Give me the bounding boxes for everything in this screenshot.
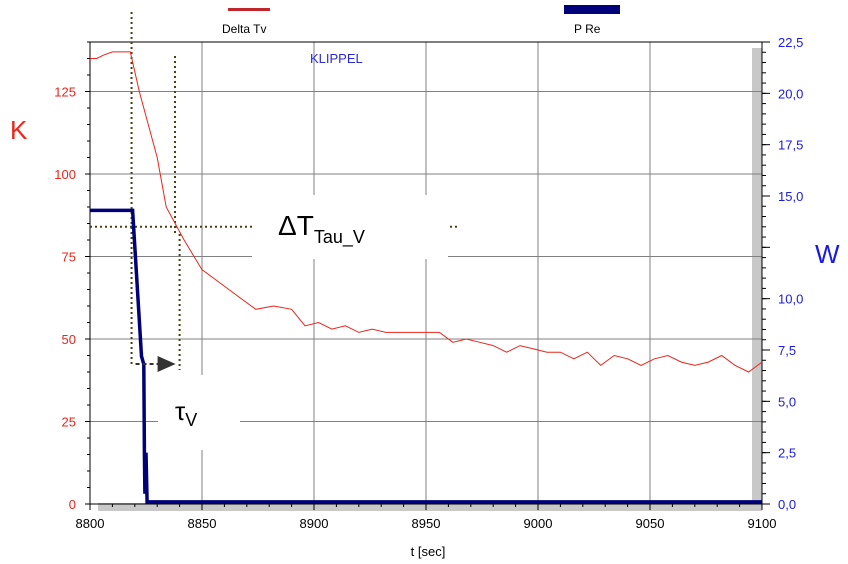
- tau-label-box: [158, 375, 240, 450]
- x-tick-label: 8850: [188, 516, 217, 531]
- series-line-delta-tv: [90, 51, 763, 373]
- right-shading-band: [752, 48, 762, 510]
- legend-label-p-re: P Re: [574, 22, 601, 36]
- delta-t-label-box: [252, 195, 448, 259]
- x-tick-label: 8800: [76, 516, 105, 531]
- delta-t-label-base: ΔT: [278, 210, 314, 241]
- right-tick-label: 0,0: [778, 497, 796, 512]
- delta-t-label: ΔTTau_V: [278, 210, 365, 248]
- legend-swatch-delta-tv: [228, 8, 270, 11]
- right-tick-label: 5,0: [778, 394, 796, 409]
- left-tick-label: 125: [54, 85, 76, 100]
- right-axis-ticks: 0,0 2,5 5,0 7,5 10,0 15,0 17,5 20,0 22,5: [762, 35, 803, 512]
- right-tick-label: 22,5: [778, 35, 803, 50]
- legend-label-delta-tv: Delta Tv: [222, 22, 266, 36]
- tau-arrow: [135, 356, 176, 372]
- x-tick-label: 8950: [412, 516, 441, 531]
- left-tick-label: 50: [62, 332, 76, 347]
- x-axis-ticks: 8800 8850 8900 8950 9000 9050 9100: [76, 504, 777, 531]
- right-tick-label: 17,5: [778, 138, 803, 153]
- series-line-p-re: [90, 208, 762, 504]
- right-axis-label: W: [815, 239, 840, 269]
- x-axis-label: t [sec]: [411, 544, 446, 559]
- left-axis-label: K: [10, 115, 28, 145]
- grid: [90, 42, 762, 504]
- delta-t-label-sub: Tau_V: [314, 227, 365, 248]
- right-tick-label: 15,0: [778, 189, 803, 204]
- bottom-shading-band: [98, 503, 762, 511]
- tau-arrow-head: [157, 356, 176, 372]
- right-tick-label: 20,0: [778, 86, 803, 101]
- left-tick-label: 0: [69, 497, 76, 512]
- right-tick-label: 2,5: [778, 446, 796, 461]
- left-tick-label: 100: [54, 167, 76, 182]
- left-tick-label: 75: [62, 250, 76, 265]
- tau-label-sub: V: [185, 410, 197, 430]
- x-tick-label: 9050: [636, 516, 665, 531]
- tau-label: τV: [175, 396, 197, 430]
- left-axis-ticks: 0 25 50 75 100 125: [54, 41, 90, 512]
- klippel-watermark: KLIPPEL: [310, 51, 363, 66]
- tau-label-base: τ: [175, 396, 186, 426]
- legend-swatch-p-re: [564, 5, 620, 14]
- right-tick-label: 10,0: [778, 292, 803, 307]
- x-tick-label: 9000: [524, 516, 553, 531]
- x-tick-label: 8900: [300, 516, 329, 531]
- left-tick-label: 25: [62, 415, 76, 430]
- series-layer: [90, 51, 763, 504]
- right-tick-label: 7,5: [778, 343, 796, 358]
- x-tick-label: 9100: [748, 516, 777, 531]
